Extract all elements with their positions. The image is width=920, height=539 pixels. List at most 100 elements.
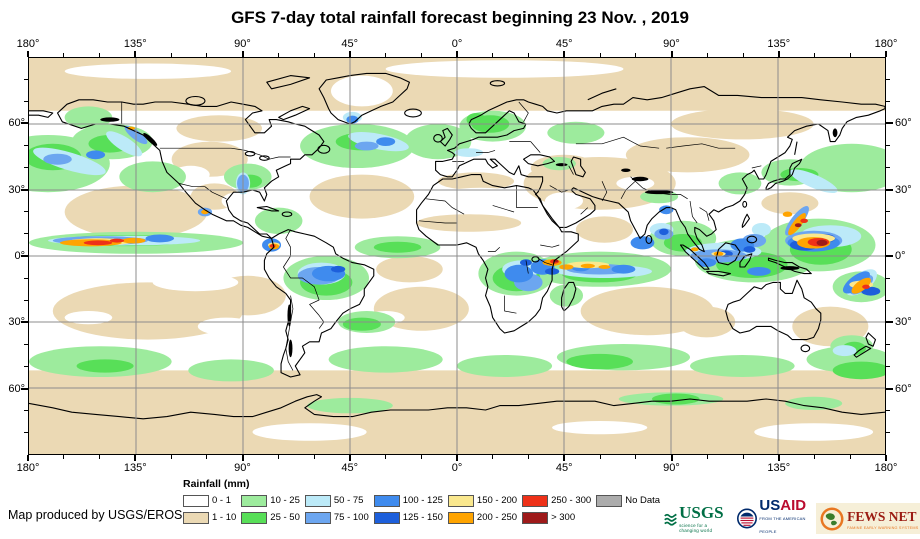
legend-label: 150 - 200 [476,495,518,506]
lon-tick-label: 90° [234,38,251,50]
rainfall-legend: Rainfall (mm) 0 - 1 1 - 10 10 - 25 25 - 50 5… [183,478,660,524]
lon-tick [635,455,637,459]
lat-tick-label: 60° [8,382,25,395]
lon-tick [670,455,673,461]
lat-tick [21,122,28,125]
lat-tick [21,387,28,390]
lon-tick [348,51,351,57]
lat-tick [24,167,28,169]
legend-entry: 10 - 25 [241,494,300,507]
lat-tick-label: 60° [895,117,912,130]
legend-entry: 100 - 125 [373,494,443,507]
lat-tick [21,188,28,191]
lat-tick [886,366,890,368]
lon-tick-label: 0° [451,462,463,474]
legend-swatch [373,494,400,507]
lat-tick [24,100,28,102]
lat-tick [886,233,890,235]
lon-tick-label: 90° [234,462,251,474]
lat-tick [24,299,28,301]
agency-logos: USGS science for a changing world USAID … [664,497,920,538]
lon-tick [206,455,208,459]
fewsnet-globe-icon [820,507,844,530]
legend-label: 25 - 50 [270,512,300,523]
legend-label: 200 - 250 [476,512,518,523]
lat-tick [24,432,28,434]
lat-tick-label: 30° [895,183,912,196]
legend-entry: 200 - 250 [447,511,518,524]
usaid-logo: USAID FROM THE AMERICAN PEOPLE [737,497,811,538]
legend-entry: 150 - 200 [447,494,518,507]
lon-tick [885,455,887,461]
legend-swatch [522,511,549,524]
lon-tick [528,53,529,57]
legend-label: > 300 [551,512,576,523]
lon-tick [599,53,601,57]
legend-swatch [304,494,331,507]
legend-column: 150 - 200 200 - 250 [447,494,518,524]
legend-label: 0 - 1 [212,495,232,506]
lon-tick-label: 45° [555,38,573,50]
legend-entry: 1 - 10 [183,511,236,524]
lat-tick [886,321,893,324]
legend-swatch [241,494,268,507]
lat-tick-label: 30° [895,316,912,329]
lat-tick-label: 60° [8,117,25,130]
fewsnet-logo: FEWS NET FAMINE EARLY WARNING SYSTEMS NE… [816,503,920,534]
lon-tick-label: 90° [663,462,680,474]
lat-tick [886,343,890,345]
usaid-wordmark-aid: AID [780,497,807,514]
legend-column: 50 - 75 75 - 100 [304,494,369,524]
lon-tick-label: 45° [341,38,359,50]
map-frame [28,57,886,455]
lon-tick [706,455,708,459]
page-title: GFS 7-day total rainfall forecast beginn… [231,8,689,27]
lat-tick [886,410,890,412]
legend-swatch [183,494,209,507]
lat-tick [24,144,28,146]
legend-entry: > 300 [522,511,591,524]
legend-entry: No Data [596,494,660,507]
legend-column: No Data [596,494,660,524]
lon-tick [170,455,172,459]
lat-tick [886,188,893,191]
lat-tick [886,167,890,169]
legend-label: 10 - 25 [270,495,300,506]
legend-column: 0 - 1 1 - 10 [183,494,236,524]
lon-tick [777,51,780,57]
legend-column: 250 - 300 > 300 [522,494,591,524]
graticule-gridlines [29,58,885,454]
legend-label: 1 - 10 [212,512,237,523]
lat-tick [886,144,890,146]
legend-entry: 25 - 50 [241,511,300,524]
lon-tick [313,53,315,57]
lon-tick [814,455,815,459]
lat-tick-label: 0° [895,250,906,262]
legend-swatch [304,511,331,524]
lon-tick-label: 180° [874,462,898,474]
usgs-wordmark: USGS [679,502,724,522]
lon-tick [528,455,529,459]
legend-swatch [447,494,474,507]
lat-tick [21,255,28,257]
lon-tick [599,455,601,459]
usaid-seal-icon [737,508,758,529]
lat-tick [24,233,28,235]
lon-tick [742,53,744,57]
lon-tick [99,455,100,459]
lon-tick [492,53,494,57]
legend-swatch [522,494,549,507]
lon-tick [63,53,65,57]
lat-tick [886,78,890,80]
lat-tick [24,277,28,279]
legend-swatch [183,511,209,524]
lat-tick [886,100,890,102]
legend-entry: 75 - 100 [304,511,369,524]
lat-tick-label: 30° [8,183,25,196]
fewsnet-wordmark: FEWS NET [847,508,917,524]
lon-tick [348,455,351,461]
lon-tick [170,53,172,57]
lon-tick-label: 0° [451,38,463,50]
legend-title: Rainfall (mm) [183,478,250,490]
legend-entry: 125 - 150 [373,511,443,524]
